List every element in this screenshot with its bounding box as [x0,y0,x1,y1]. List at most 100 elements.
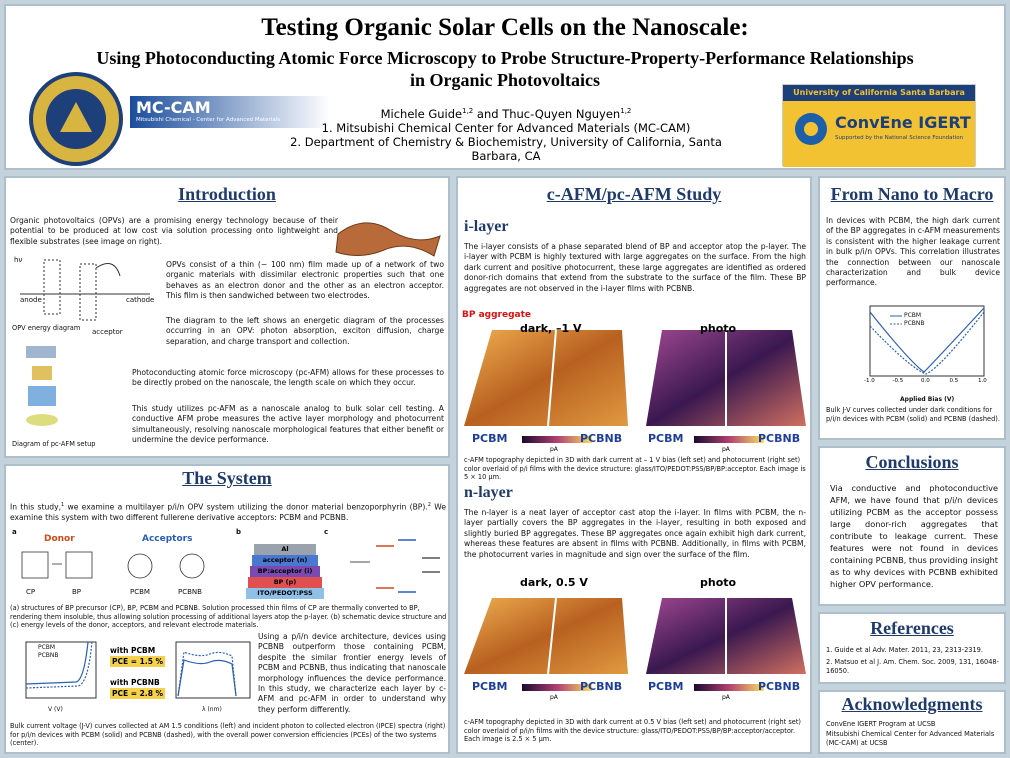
subtitle: in Organic Photovoltaics [410,70,600,90]
header: Testing Organic Solar Cells on the Nanos… [4,4,1006,170]
paragraph: Via conductive and photoconductive AFM, … [830,483,998,589]
panel-label: c [324,528,329,536]
system-panel: The System In this study,1 we examine a … [4,464,450,754]
caption: OPV energy diagram [12,324,81,332]
section-heading: Conclusions [865,452,959,472]
axis-label: λ (nm) [202,706,222,713]
device-stack: Al acceptor (n) BP:acceptor (i) BP (p) ITO/P… [246,544,324,599]
acknowledgments-panel: Acknowledgments ConvEne IGERT Program at… [818,690,1006,754]
paragraph: OPVs consist of a thin (~ 100 nm) film m… [166,260,444,301]
energy-levels [350,539,440,593]
caption: Bulk J-V curves collected under dark con… [826,406,1000,423]
device-layer: acceptor (n) [252,555,318,566]
section-heading: The System [182,468,272,488]
mccam-sub: Mitsubishi Chemical - Center for Advance… [136,117,281,123]
title: Testing Organic Solar Cells on the Nanos… [261,14,749,41]
figure-label: photo [700,576,737,589]
caption: c-AFM topography depicted in 3D with dar… [464,718,801,744]
afm-figure: PCBM PCBNB PCBM PCBNB pA pA [462,574,808,714]
subheading: i-layer [464,218,509,235]
figure-label: PCBM [648,680,684,693]
annotation: BP aggregate [462,310,532,320]
x-tick-label: 0.5 [949,378,959,384]
ucsb-banner: University of California Santa Barbara [783,85,975,101]
section-heading: References [870,618,954,638]
figure-label: PCBNB [758,680,801,693]
unit-label: pA [722,694,730,701]
legend-entry: PCBM [904,312,922,319]
authors: Michele Guide1,2 and Thuc-Quyen Nguyen1,… [276,104,736,163]
author: Michele Guide [380,106,463,121]
convene-text: ConvEne IGERT [835,113,971,132]
caption: c-AFM topography depicted in 3D with dar… [464,456,806,482]
x-tick-label: -1.0 [864,378,875,384]
figure-label: PCBM [472,680,508,693]
text: We examine this system with two differen… [10,502,446,522]
acknowledgment: Mitsubishi Chemical Center for Advanced … [826,730,995,747]
figure-label: PCBNB [580,680,623,693]
nano-macro-panel: From Nano to Macro In devices with PCBM,… [818,176,1006,440]
paragraph: Using a p/i/n device architecture, devic… [258,632,446,714]
legend-entry: PCBM [38,644,56,651]
legend-entry: PCBNB [904,320,925,327]
device-layer: Al [254,544,316,555]
flexible-film [335,222,441,257]
paragraph: Organic photovoltaics (OPVs) are a promi… [10,216,338,246]
sup: 1 [61,502,65,508]
figure-label: PCBM [648,432,684,445]
paragraph: This study utilizes pc-AFM as a nanoscal… [132,404,444,445]
label: anode [20,296,42,304]
section-heading: c-AFM/pc-AFM Study [546,184,722,204]
section-heading: Acknowledgments [841,694,983,714]
caption: (a) structures of BP precursor (CP), BP,… [10,604,447,630]
afm-images [464,597,806,691]
section-heading: Introduction [178,184,276,204]
energy-diagram [20,259,150,321]
paragraph: In devices with PCBM, the high dark curr… [826,216,1000,288]
caption: Bulk current voltage (J-V) curves collec… [10,722,446,748]
nsf-note: Supported by the National Science Founda… [835,135,964,141]
caption: Diagram of pc-AFM setup [12,440,96,448]
dark-jv-plot [869,305,985,377]
paragraph: The diagram to the left shows an energet… [166,316,444,346]
affiliation: 2. Department of Chemistry & Biochemistr… [290,134,722,163]
author-sup: 1,2 [620,107,632,115]
reference: 1. Guide et al Adv. Mater. 2011, 23, 231… [826,646,983,654]
pce-value: PCE = 1.5 % [110,656,166,667]
afm-panel: c-AFM/pc-AFM Study i-layer The i-layer c… [456,176,812,754]
pce-label: with PCBM [110,646,156,655]
label: BP [72,588,82,596]
figure-label: PCBNB [580,432,623,445]
device-layer: BP:acceptor (i) [250,566,320,577]
paragraph: The n-layer is a neat layer of acceptor … [464,508,806,559]
section-heading: From Nano to Macro [830,184,994,204]
label: PCBNB [178,588,202,596]
figure-label: dark, –1 V [520,322,582,335]
pce-value: PCE = 2.8 % [110,688,166,699]
author-join: and [476,106,499,121]
legend-entry: PCBNB [38,652,59,659]
label: hν [14,256,23,264]
figure-label: dark, 0.5 V [520,576,588,589]
x-tick-label: 0.0 [921,378,930,384]
paragraph: In this study,1 we examine a multilayer … [10,500,446,523]
molecules [21,551,205,579]
axis-label: Applied Bias (V) [900,396,955,403]
ucsb-seal [29,72,123,166]
figure-label: photo [700,322,737,335]
author: Thuc-Quyen Nguyen [502,106,621,121]
figure-label: PCBM [472,432,508,445]
convene-icon [795,113,827,145]
subheading: n-layer [464,484,513,501]
text: In this study, [10,502,61,512]
introduction-panel: Introduction Organic photovoltaics (OPVs… [4,176,450,458]
x-tick-label: -0.5 [892,378,904,384]
axis-label: V (V) [48,706,63,713]
ipce-plot [175,641,251,699]
label: acceptor [92,328,123,336]
afm-images [464,329,806,443]
subtitle: Using Photoconducting Atomic Force Micro… [96,48,914,68]
paragraph: The i-layer consists of a phase separate… [464,242,806,293]
pcafm-setup [26,346,58,426]
